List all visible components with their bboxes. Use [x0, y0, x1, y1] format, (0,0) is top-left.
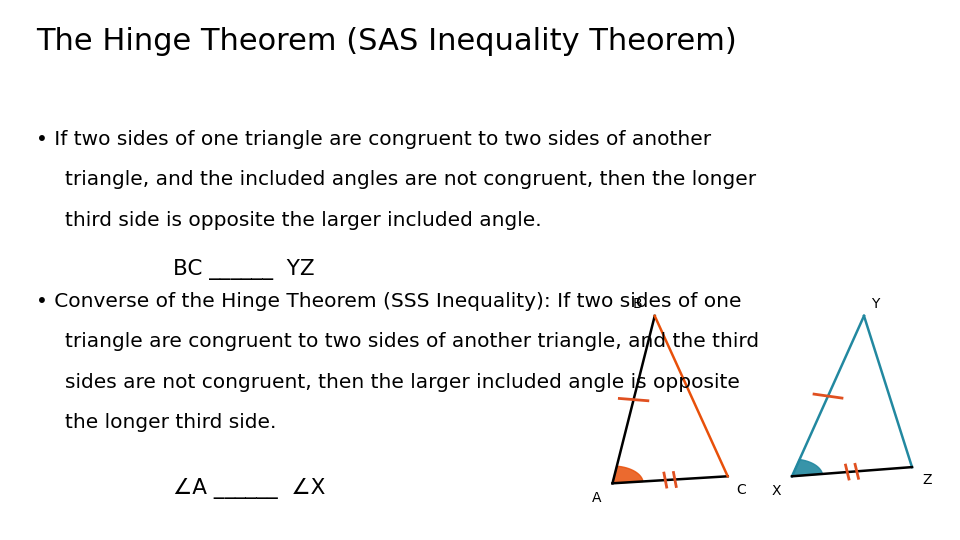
- Text: third side is opposite the larger included angle.: third side is opposite the larger includ…: [65, 211, 541, 229]
- Text: • Converse of the Hinge Theorem (SSS Inequality): If two sides of one: • Converse of the Hinge Theorem (SSS Ine…: [36, 292, 742, 310]
- Text: ∠A ______  ∠X: ∠A ______ ∠X: [173, 478, 325, 499]
- Text: the longer third side.: the longer third side.: [65, 413, 276, 432]
- Text: B: B: [633, 297, 642, 311]
- Text: C: C: [736, 483, 746, 497]
- Text: triangle, and the included angles are not congruent, then the longer: triangle, and the included angles are no…: [65, 170, 756, 189]
- Text: The Hinge Theorem (SAS Inequality Theorem): The Hinge Theorem (SAS Inequality Theore…: [36, 27, 737, 56]
- Text: • If two sides of one triangle are congruent to two sides of another: • If two sides of one triangle are congr…: [36, 130, 711, 148]
- Polygon shape: [612, 466, 643, 483]
- Text: A: A: [592, 491, 602, 505]
- Text: X: X: [772, 484, 781, 498]
- Text: triangle are congruent to two sides of another triangle, and the third: triangle are congruent to two sides of a…: [65, 332, 759, 351]
- Text: Z: Z: [923, 473, 932, 487]
- Text: sides are not congruent, then the larger included angle is opposite: sides are not congruent, then the larger…: [65, 373, 740, 392]
- Text: Y: Y: [872, 297, 879, 311]
- Text: BC ______  YZ: BC ______ YZ: [173, 259, 315, 280]
- Polygon shape: [792, 460, 823, 476]
